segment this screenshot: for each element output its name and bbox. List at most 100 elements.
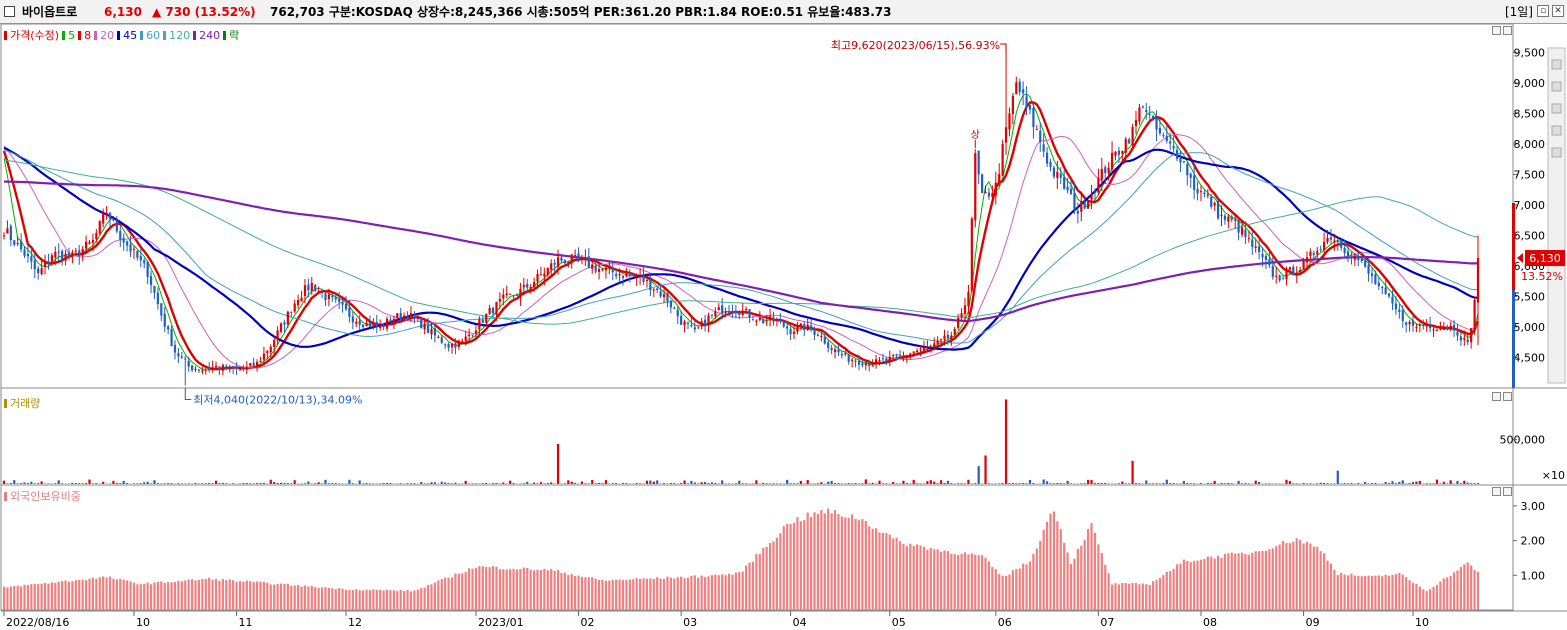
foreign-bar	[526, 567, 529, 610]
foreign-bar	[1425, 591, 1428, 610]
foreign-bar	[1340, 572, 1343, 610]
candle-body	[662, 294, 666, 297]
legend-item[interactable]: 8	[84, 29, 92, 42]
foreign-bar	[1049, 513, 1052, 610]
volume-bar	[81, 483, 84, 484]
legend-item[interactable]: 45	[123, 29, 138, 42]
candle-body	[1206, 194, 1209, 196]
foreign-bar	[1227, 553, 1230, 610]
foreign-bar	[409, 591, 413, 610]
volume-bar	[9, 483, 12, 484]
volume-bar	[317, 482, 320, 484]
foreign-bar	[1422, 589, 1425, 610]
volume-bar	[119, 483, 122, 484]
foreign-bar	[1329, 563, 1333, 610]
foreign-bar	[1104, 564, 1107, 610]
candle-body	[50, 255, 53, 265]
candle-body	[1042, 144, 1045, 152]
legend-item[interactable]: 가격(수정)	[10, 29, 60, 42]
foreign-bar	[232, 580, 235, 610]
foreign-bar	[1131, 583, 1134, 610]
volume-bar	[379, 483, 382, 484]
volume-bar	[526, 481, 529, 484]
candle-body	[1121, 151, 1124, 154]
volume-bar	[512, 483, 515, 484]
close-icon[interactable]: ✕	[1552, 5, 1564, 17]
foreign-bar	[426, 584, 430, 610]
volume-bar	[950, 483, 953, 484]
pane-minimize-icon[interactable]	[1492, 26, 1501, 35]
volume-bar	[926, 481, 929, 484]
volume-bar	[409, 483, 413, 484]
candle-body	[1264, 255, 1268, 260]
volume-bar	[1175, 483, 1179, 484]
legend-item[interactable]: 락	[229, 29, 240, 42]
candle-body	[252, 362, 255, 366]
foreign-bar	[437, 580, 440, 610]
foreign-maximize-icon[interactable]	[1503, 487, 1512, 496]
candle-body	[1381, 286, 1384, 288]
volume-minimize-icon[interactable]	[1492, 392, 1501, 401]
legend-item[interactable]: 5	[68, 29, 76, 42]
volume-bar	[74, 483, 77, 484]
legend-item[interactable]: 60	[146, 29, 161, 42]
candle-body	[710, 314, 714, 316]
candle-body	[1401, 310, 1404, 321]
foreign-bar	[167, 582, 170, 610]
volume-bar	[1069, 483, 1073, 484]
pane-maximize-icon[interactable]	[1503, 26, 1512, 35]
volume-bar	[690, 480, 693, 484]
legend-item[interactable]: 120	[169, 29, 191, 42]
foreign-bar	[1206, 556, 1209, 610]
legend-swatch	[78, 31, 82, 40]
candle-body	[1128, 139, 1131, 144]
volume-maximize-icon[interactable]	[1503, 392, 1512, 401]
candle-body	[898, 354, 902, 357]
volume-bar	[895, 483, 898, 484]
candle-body	[1258, 246, 1261, 253]
candle-body	[491, 307, 495, 314]
high-annotation: 최고9,620(2023/06/15),56.93%	[831, 39, 1000, 52]
volume-bar	[509, 480, 512, 484]
candle-body	[242, 368, 245, 370]
candle-body	[1100, 168, 1103, 181]
select-checkbox[interactable]	[4, 6, 15, 17]
scroll-button-icon	[1551, 147, 1562, 158]
foreign-bar	[1446, 577, 1449, 610]
foreign-bar	[290, 585, 293, 610]
foreign-bar	[697, 577, 700, 610]
legend-item[interactable]: 20	[100, 29, 115, 42]
foreign-bar	[1391, 574, 1394, 610]
volume-bar	[290, 483, 293, 484]
foreign-bar	[379, 589, 382, 610]
volume-bar	[796, 483, 799, 484]
volume-bar	[868, 483, 871, 484]
volume-bar	[1302, 483, 1305, 484]
foreign-bar	[1285, 542, 1288, 610]
candle-body	[1056, 172, 1059, 178]
foreign-bar	[119, 578, 122, 610]
candle-body	[9, 226, 12, 240]
volume-bar	[1080, 483, 1083, 484]
foreign-minimize-icon[interactable]	[1492, 487, 1501, 496]
restore-icon[interactable]: ▫	[1537, 5, 1549, 17]
legend-swatch	[163, 31, 167, 40]
foreign-bar	[382, 590, 385, 610]
foreign-bar	[54, 582, 57, 610]
x-tick-label: 10	[1415, 616, 1429, 629]
x-tick-label: 2022/08/16	[6, 616, 69, 629]
foreign-bar	[262, 581, 266, 610]
candle-body	[1374, 274, 1377, 284]
legend-item[interactable]: 240	[199, 29, 221, 42]
foreign-bar	[464, 572, 467, 610]
volume-bar	[1432, 483, 1435, 484]
foreign-bar	[1172, 568, 1175, 610]
foreign-bar	[1182, 559, 1185, 610]
foreign-bar	[775, 537, 779, 610]
foreign-bar	[1001, 575, 1004, 610]
period-selector[interactable]: [1일]	[1504, 5, 1533, 19]
volume-bar	[851, 483, 854, 484]
candle-body	[78, 250, 81, 257]
volume-bar	[1346, 483, 1350, 484]
volume-bar	[314, 483, 317, 484]
